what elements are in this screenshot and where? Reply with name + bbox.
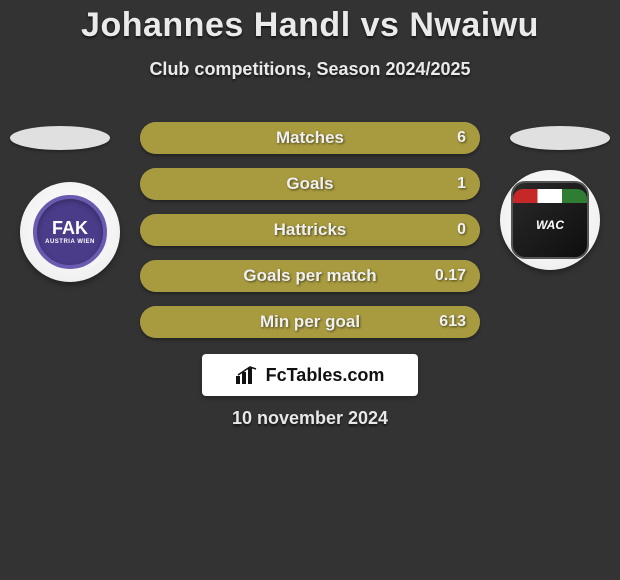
- left-team-crest-inner: FAK AUSTRIA WIEN: [33, 195, 107, 269]
- stat-fill-right: [140, 260, 480, 292]
- page-subtitle: Club competitions, Season 2024/2025: [0, 59, 620, 80]
- stats-container: Matches6 Goals1 Hattricks0 Goals per match0…: [140, 122, 480, 338]
- brand-badge: FcTables.com: [202, 354, 418, 396]
- stat-value-right: 1: [457, 168, 466, 200]
- stat-fill-right: [140, 168, 480, 200]
- stat-row: Min per goal613: [140, 306, 480, 338]
- left-team-crest-subtext: AUSTRIA WIEN: [45, 239, 95, 245]
- stat-row: Goals per match0.17: [140, 260, 480, 292]
- stat-row: Matches6: [140, 122, 480, 154]
- stat-fill-right: [140, 306, 480, 338]
- right-team-crest-stripe: [513, 189, 587, 203]
- right-team-crest-text: WAC: [536, 218, 564, 232]
- right-shadow-ellipse: [510, 126, 610, 150]
- stat-row: Hattricks0: [140, 214, 480, 246]
- right-team-crest-inner: WAC: [511, 181, 589, 259]
- stat-fill-right: [140, 214, 480, 246]
- stat-row: Goals1: [140, 168, 480, 200]
- stat-value-right: 0.17: [435, 260, 466, 292]
- right-team-crest: WAC: [500, 170, 600, 270]
- stat-fill-right: [140, 122, 480, 154]
- left-team-crest-text: FAK: [45, 219, 95, 237]
- chart-bars-icon: [236, 366, 258, 384]
- page-title: Johannes Handl vs Nwaiwu: [0, 0, 620, 45]
- stat-value-right: 613: [439, 306, 466, 338]
- stat-value-right: 6: [457, 122, 466, 154]
- left-shadow-ellipse: [10, 126, 110, 150]
- brand-text: FcTables.com: [266, 365, 385, 386]
- left-team-crest: FAK AUSTRIA WIEN: [20, 182, 120, 282]
- date-text: 10 november 2024: [0, 408, 620, 429]
- stat-value-right: 0: [457, 214, 466, 246]
